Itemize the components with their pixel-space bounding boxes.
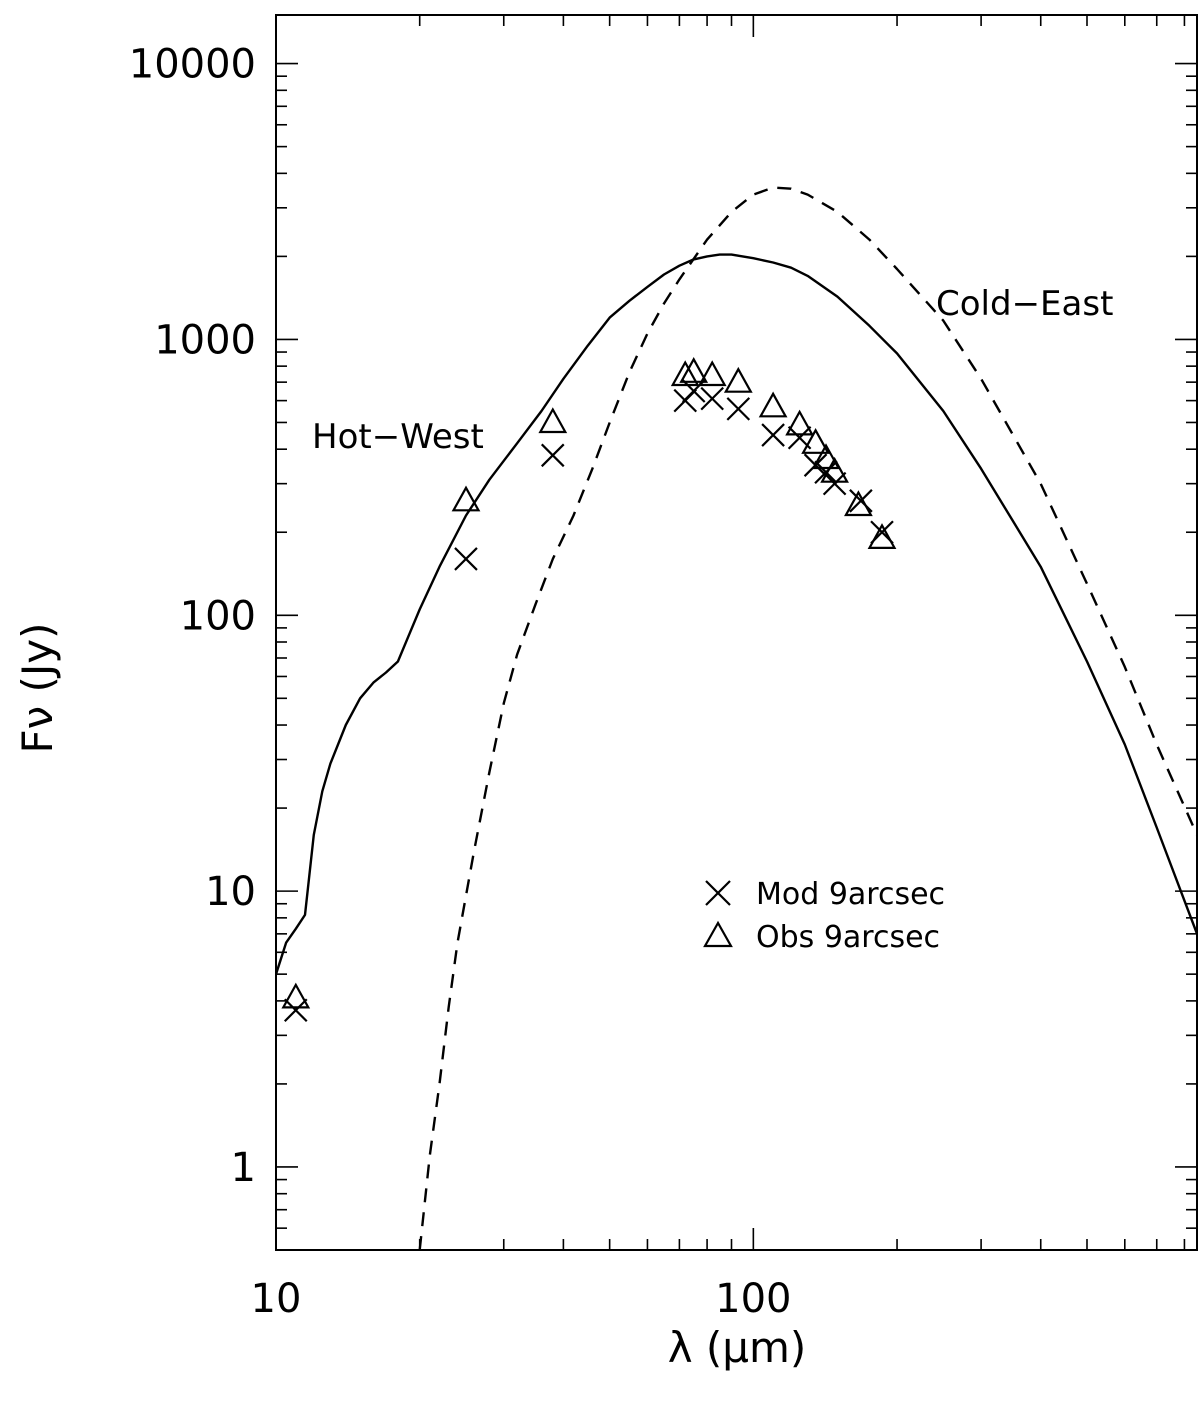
mod-x-marker (540, 443, 565, 468)
obs-triangle-marker (811, 443, 841, 470)
obs-triangle-marker (801, 428, 830, 454)
legend: Mod 9arcsec Obs 9arcsec (703, 877, 945, 955)
obs-triangle-marker (281, 982, 311, 1009)
mod-x-marker (700, 386, 724, 411)
y-tick-label: 100 (180, 593, 256, 639)
x-tick-label: 100 (715, 1276, 791, 1322)
mod-x-marker (454, 547, 478, 571)
obs-triangle-marker (820, 456, 849, 483)
obs-triangle-marker (679, 357, 709, 383)
cold-east-line (418, 186, 1197, 1250)
x-axis-title: λ (μm) (668, 1323, 807, 1372)
axis-tick-labels: 10 100 1 10 100 1000 10000 (129, 42, 792, 1322)
x-axis-title-text: λ (μm) (668, 1323, 807, 1372)
annotation-hot-west: Hot−West (312, 417, 484, 457)
data-markers (281, 357, 897, 1023)
obs-triangle-marker (844, 490, 873, 517)
axis-ticks (275, 15, 1197, 1251)
legend-x-marker (705, 880, 731, 906)
y-tick-label: 10000 (129, 42, 256, 88)
mod-x-marker (761, 423, 785, 447)
mod-x-marker (726, 397, 751, 421)
y-axis-title-text: Fν (Jy) (13, 623, 62, 754)
legend-triangle-marker (703, 920, 733, 948)
legend-label-mod: Mod 9arcsec (756, 877, 945, 912)
obs-triangle-marker (723, 366, 753, 393)
model-curves (276, 186, 1197, 1250)
obs-triangle-marker (785, 409, 814, 436)
obs-triangle-marker (758, 391, 788, 418)
y-axis-title: Fν (Jy) (13, 623, 62, 754)
mod-x-marker (283, 998, 308, 1023)
y-tick-label: 1 (231, 1145, 256, 1191)
obs-triangle-marker (670, 360, 700, 387)
legend-label-obs: Obs 9arcsec (756, 920, 940, 955)
y-tick-label: 10 (205, 869, 256, 915)
mod-x-marker (814, 460, 838, 485)
hot-west-line (276, 253, 1197, 975)
obs-triangle-marker (867, 523, 897, 550)
mod-x-marker (822, 471, 847, 496)
y-tick-label: 1000 (154, 317, 256, 363)
obs-triangle-marker (451, 485, 481, 512)
annotation-cold-east: Cold−East (936, 284, 1113, 324)
obs-triangle-marker (697, 360, 727, 387)
x-tick-label: 10 (251, 1276, 302, 1322)
obs-triangle-marker (538, 407, 568, 434)
plot-frame (275, 14, 1198, 1251)
